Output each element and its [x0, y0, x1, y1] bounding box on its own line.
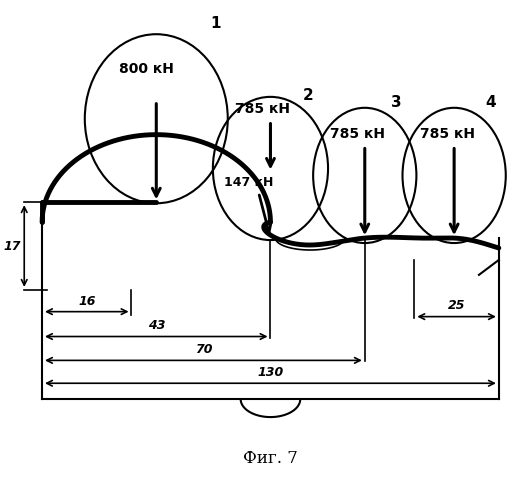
Text: 1: 1 [211, 16, 221, 31]
Text: 17: 17 [4, 240, 21, 252]
Text: 43: 43 [147, 319, 165, 332]
Text: Фиг. 7: Фиг. 7 [243, 450, 298, 468]
Text: 800 кН: 800 кН [119, 62, 174, 76]
Text: 2: 2 [303, 88, 314, 104]
Text: 25: 25 [448, 299, 465, 312]
Text: 3: 3 [391, 96, 402, 110]
Text: 785 кН: 785 кН [235, 102, 290, 116]
Text: 70: 70 [195, 343, 212, 356]
Text: 147 кН: 147 кН [224, 176, 274, 189]
Text: 16: 16 [78, 295, 96, 308]
Text: 785 кН: 785 кН [331, 126, 385, 140]
Text: 4: 4 [486, 96, 496, 110]
Text: 785 кН: 785 кН [420, 126, 475, 140]
Text: 130: 130 [257, 366, 284, 379]
